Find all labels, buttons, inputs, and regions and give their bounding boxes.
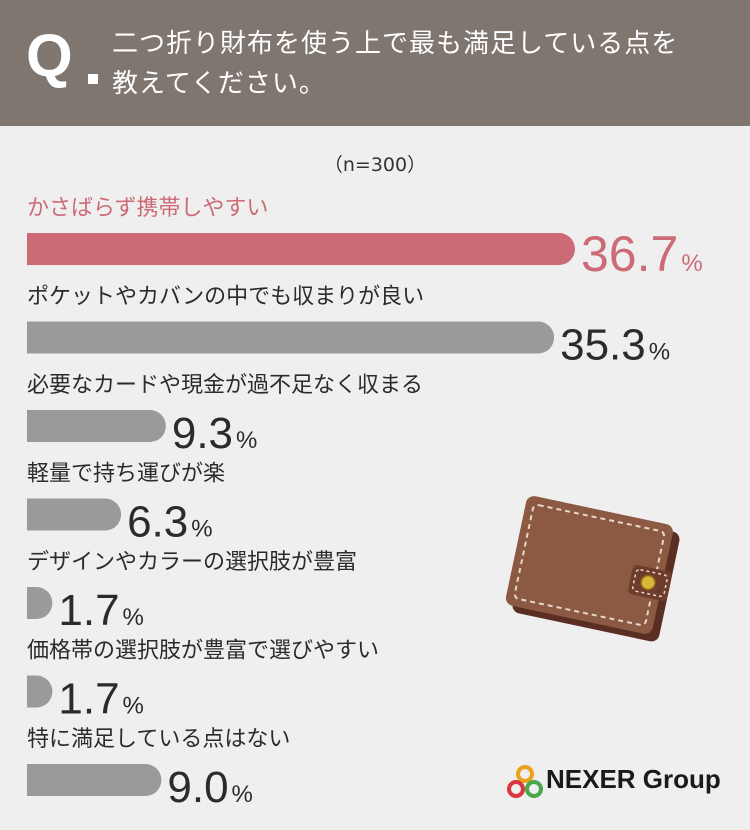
value-label: 35.3% <box>560 321 670 370</box>
category-label: 軽量で持ち運びが楽 <box>27 462 225 487</box>
bar <box>27 587 53 619</box>
bar <box>27 321 555 354</box>
value-label: 1.7% <box>58 675 144 724</box>
value-label: 1.7% <box>58 586 144 635</box>
value-label: 36.7% <box>581 226 703 282</box>
value-label: 9.0% <box>167 763 253 812</box>
value-label: 9.3% <box>172 409 258 458</box>
value-label: 6.3% <box>127 498 213 547</box>
category-label: デザインやカラーの選択肢が豊富 <box>27 550 357 575</box>
question-line-2: 教えてください。 <box>112 69 326 99</box>
q-label: Q <box>26 22 73 89</box>
category-label: かさばらず携帯しやすい <box>27 196 268 221</box>
bar <box>27 233 575 265</box>
bar <box>27 764 162 796</box>
nexer-rings-icon <box>507 765 543 798</box>
bifold-wallet-icon <box>505 496 680 642</box>
category-label: 必要なカードや現金が過不足なく収まる <box>27 373 423 398</box>
q-dot <box>88 74 98 84</box>
bar <box>27 410 166 442</box>
category-label: ポケットやカバンの中でも収まりが良い <box>27 285 424 310</box>
sample-size: （n=300） <box>323 154 427 176</box>
question-text: 二つ折り財布を使う上で最も満足している点を 教えてください。 <box>112 24 732 104</box>
bar <box>27 498 122 531</box>
category-label: 特に満足している点はない <box>27 727 290 752</box>
bar <box>27 675 53 708</box>
brand-name: NEXER Group <box>546 764 721 794</box>
question-header: Q 二つ折り財布を使う上で最も満足している点を 教えてください。 <box>0 0 750 126</box>
question-line-1: 二つ折り財布を使う上で最も満足している点を <box>112 29 679 59</box>
category-label: 価格帯の選択肢が豊富で選びやすい <box>27 639 379 664</box>
